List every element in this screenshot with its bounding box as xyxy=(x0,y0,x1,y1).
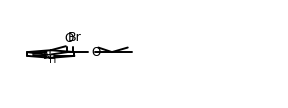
Text: H: H xyxy=(49,55,56,65)
Text: O: O xyxy=(91,46,101,59)
Text: F: F xyxy=(43,49,50,62)
Text: Br: Br xyxy=(68,31,82,44)
Text: N: N xyxy=(43,49,51,62)
Text: O: O xyxy=(64,32,73,45)
